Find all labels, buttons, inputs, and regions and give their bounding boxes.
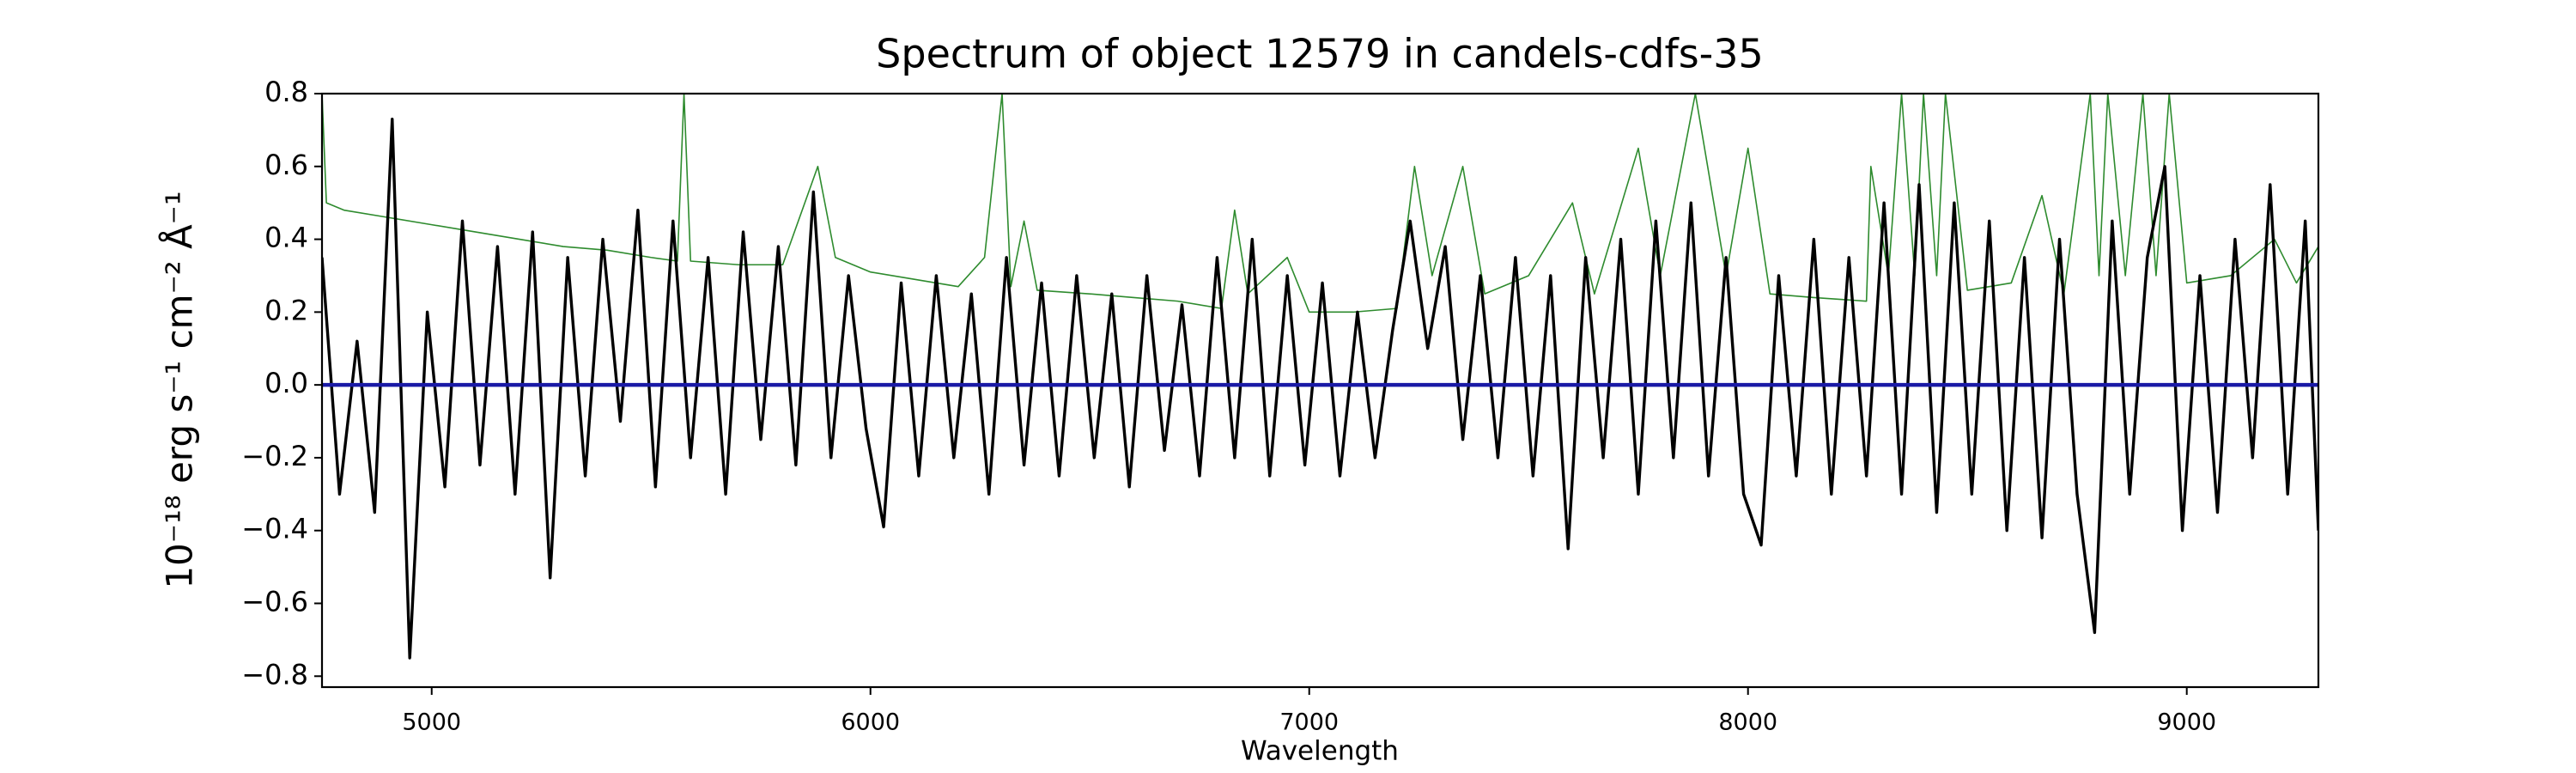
y-tick-label: 0.6 <box>264 149 308 181</box>
y-tick-label: 0.4 <box>264 222 308 254</box>
y-tick-label: −0.6 <box>241 585 308 618</box>
plot-area <box>322 94 2318 660</box>
y-axis-label: 10⁻¹⁸ erg s⁻¹ cm⁻² Å⁻¹ <box>158 191 201 588</box>
y-tick-label: 0.0 <box>264 367 308 399</box>
x-tick-label: 8000 <box>1718 709 1777 736</box>
y-tick-label: 0.2 <box>264 294 308 326</box>
series-line <box>322 117 2318 660</box>
plot-frame <box>320 92 2320 689</box>
x-tick-label: 7000 <box>1279 709 1339 736</box>
x-tick-label: 6000 <box>841 709 900 736</box>
y-tick-label: 0.8 <box>264 76 308 108</box>
x-tick-label: 5000 <box>402 709 461 736</box>
y-tick-label: −0.2 <box>241 440 308 472</box>
y-tick-label: −0.8 <box>241 658 308 691</box>
y-tick-label: −0.4 <box>241 513 308 545</box>
x-axis-label: Wavelength <box>1241 736 1399 767</box>
x-tick-label: 9000 <box>2157 709 2216 736</box>
chart-title: Spectrum of object 12579 in candels-cdfs… <box>876 31 1764 77</box>
